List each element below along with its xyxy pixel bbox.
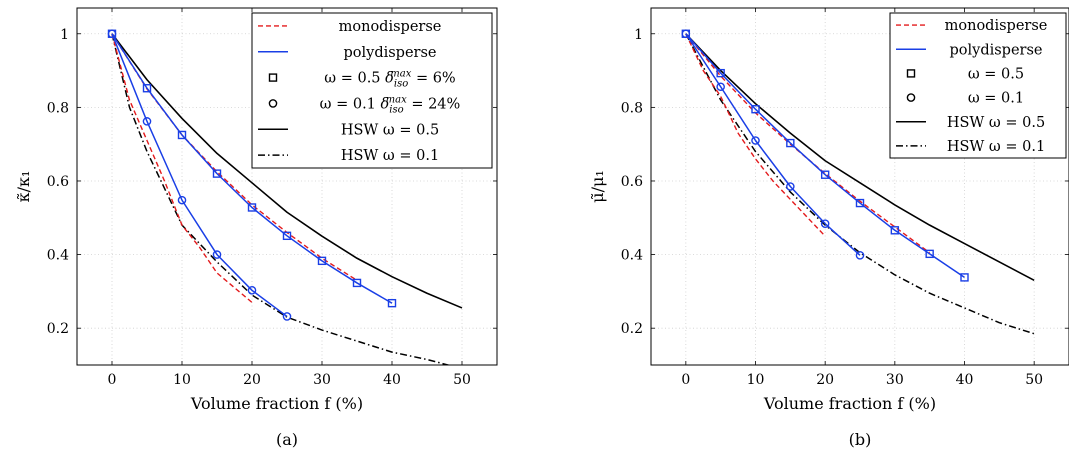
- series-line: [685, 33, 965, 279]
- legend-entry-label: ω = 0.5: [968, 66, 1024, 82]
- series-line: [685, 33, 826, 237]
- x-axis-label: Volume fraction f (%): [763, 394, 936, 413]
- x-tick-label: 30: [886, 372, 904, 388]
- data-point-circle: [681, 29, 691, 39]
- legend-entry-label: HSW ω = 0.5: [341, 122, 439, 138]
- series-line: [685, 33, 1035, 282]
- x-tick-label: 40: [383, 372, 401, 388]
- data-point-circle: [751, 136, 760, 145]
- series-line: [111, 33, 253, 303]
- data-point-circle: [820, 219, 830, 228]
- x-tick-label: 40: [956, 372, 974, 388]
- legend-entry-label: ω = 0.1 δisomax = 24%: [320, 94, 461, 115]
- panel-caption: (a): [276, 430, 298, 449]
- y-tick-label: 0.2: [47, 321, 69, 337]
- legend-entry-label: monodisperse: [339, 19, 442, 35]
- legend-entry-label: monodisperse: [945, 18, 1048, 34]
- legend-swatch-circle: [268, 99, 278, 108]
- y-tick-label: 1: [634, 27, 643, 43]
- data-point-circle: [855, 251, 865, 260]
- legend-swatch-circle: [906, 93, 916, 102]
- series-line: [111, 33, 393, 304]
- y-tick-label: 0.6: [47, 174, 69, 190]
- data-point-square: [317, 256, 327, 266]
- x-tick-label: 0: [681, 372, 690, 388]
- legend-entry-label: polydisperse: [949, 42, 1042, 58]
- legend-box: [251, 12, 493, 169]
- y-axis-label: μ̃/μ₁: [588, 170, 607, 203]
- data-point-circle: [247, 285, 257, 295]
- data-point-circle: [716, 82, 725, 92]
- data-point-square: [786, 138, 795, 148]
- y-tick-label: 0.4: [47, 248, 69, 264]
- series-line: [685, 33, 861, 256]
- data-point-circle: [177, 195, 187, 205]
- legend-entry-label: ω = 0.1: [968, 91, 1024, 107]
- legend-entry-label: polydisperse: [343, 45, 436, 61]
- data-point-square: [925, 249, 934, 259]
- data-point-square: [212, 169, 222, 178]
- data-point-square: [751, 105, 760, 114]
- panel-a: 0 10 20 30 40 50 0.2 0.4 0.6 0.8 1 Volume fraction …: [14, 7, 498, 449]
- x-tick-label: 20: [816, 372, 834, 388]
- series-line: [111, 33, 451, 365]
- axes-frame: [76, 7, 498, 366]
- y-tick-label: 0.2: [621, 321, 643, 337]
- series-line: [111, 33, 288, 318]
- data-point-circle: [142, 117, 152, 126]
- legend-entry-label: HSW ω = 0.1: [341, 148, 439, 164]
- x-tick-label: 50: [453, 372, 471, 388]
- legend-box: [889, 12, 1067, 159]
- series-group: [107, 29, 463, 365]
- legend: monodisperse polydisperse ω = 0.5 δisomax …: [251, 12, 493, 169]
- data-point-square: [960, 273, 969, 282]
- legend-entry-label: ω = 0.5 δisomax = 6%: [324, 69, 455, 90]
- data-point-square: [142, 84, 152, 93]
- series-line: [111, 33, 463, 309]
- x-tick-label: 0: [108, 372, 117, 388]
- series-line: [685, 33, 1035, 335]
- x-tick-label: 20: [243, 372, 261, 388]
- y-tick-label: 0.6: [621, 174, 643, 190]
- legend-swatch-square: [268, 73, 278, 82]
- data-point-square: [716, 68, 725, 78]
- y-tick-label: 0.8: [621, 100, 643, 116]
- x-tick-label: 10: [747, 372, 765, 388]
- y-tick-label: 1: [60, 27, 69, 43]
- data-point-circle: [282, 312, 292, 321]
- data-point-square: [352, 278, 362, 288]
- data-point-square: [820, 170, 830, 179]
- y-tick-label: 0.4: [621, 248, 643, 264]
- data-point-square: [177, 130, 187, 140]
- x-tick-label: 10: [173, 372, 191, 388]
- y-axis-label: κ̃/κ₁: [14, 171, 33, 203]
- data-point-circle: [107, 29, 117, 39]
- data-point-square: [247, 203, 257, 212]
- legend-entry-label: HSW ω = 0.1: [947, 139, 1045, 155]
- legend: monodisperse polydisperse ω = 0.5 ω = 0.1 HS…: [889, 12, 1067, 159]
- data-point-circle: [212, 250, 222, 259]
- x-tick-label: 30: [313, 372, 331, 388]
- series-group: [681, 29, 1035, 335]
- panel-caption: (b): [849, 430, 872, 449]
- data-point-square: [282, 231, 292, 241]
- y-tick-label: 0.8: [47, 100, 69, 116]
- legend-entry-label: HSW ω = 0.5: [947, 115, 1045, 131]
- x-tick-label: 50: [1025, 372, 1043, 388]
- data-point-square: [387, 298, 397, 308]
- axes-frame: [650, 7, 1069, 366]
- x-axis-label: Volume fraction f (%): [190, 394, 363, 413]
- legend-swatch-square: [906, 69, 916, 78]
- data-point-circle: [786, 182, 795, 191]
- data-point-square: [890, 226, 900, 235]
- panel-b: 0 10 20 30 40 50 0.2 0.4 0.6 0.8 1 Volume fraction …: [588, 7, 1069, 449]
- data-point-square: [855, 198, 865, 208]
